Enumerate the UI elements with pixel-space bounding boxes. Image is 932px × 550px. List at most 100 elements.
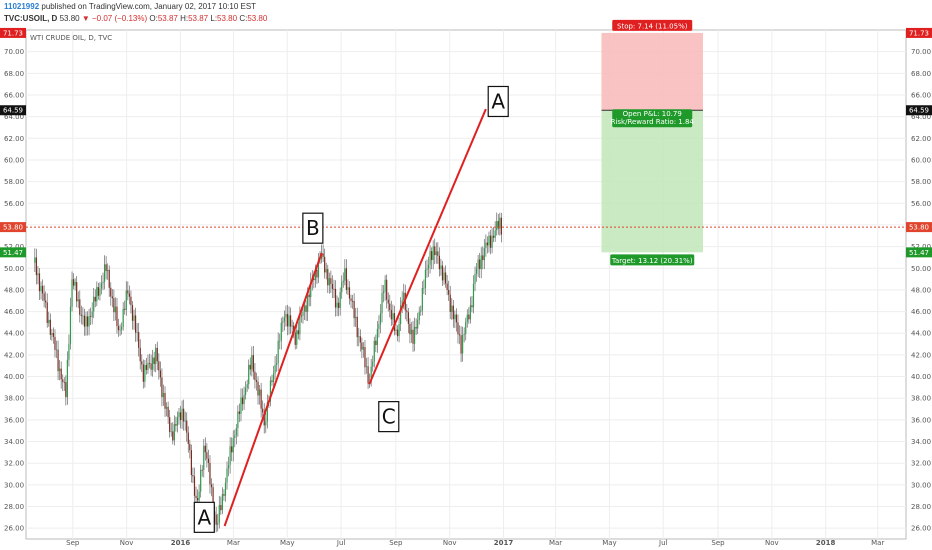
candle-down (183, 408, 185, 422)
candle-down (145, 364, 148, 370)
candle-down (497, 221, 499, 229)
candle-down (249, 364, 251, 370)
candle-down (105, 264, 107, 272)
candle-up (401, 300, 403, 306)
close-key: C: (239, 14, 248, 23)
candle-down (43, 293, 45, 301)
candle-down (412, 329, 414, 344)
target-label: Target: 13.12 (20.31%) (611, 257, 693, 265)
candle-up (162, 392, 165, 398)
candle-up (200, 469, 202, 492)
wave-label-box-4 (487, 85, 509, 118)
candle-up (466, 314, 468, 323)
x-tick-label: Sep (66, 539, 80, 547)
candle-up (71, 279, 73, 307)
candle-down (297, 330, 299, 335)
candle-up (328, 278, 330, 286)
y-tick-label-right: 46.00 (911, 308, 931, 316)
author-link[interactable]: 11021992 (4, 2, 40, 11)
candle-up (378, 324, 380, 330)
candle-up (499, 217, 501, 229)
candle-down (308, 294, 310, 298)
candle-up (288, 315, 290, 327)
candle-up (427, 264, 430, 269)
candle-up (310, 281, 312, 298)
candle-up (485, 242, 487, 249)
current-price-badge-left: 53.80 (3, 224, 23, 232)
candle-down (441, 265, 444, 281)
candle-down (375, 340, 377, 346)
plot-frame (25, 29, 907, 540)
x-tick-label: Jul (336, 539, 346, 547)
candle-up (426, 268, 428, 270)
candle-up (417, 320, 419, 329)
candle-down (351, 300, 354, 302)
candle-up (251, 355, 253, 370)
candle-down (212, 487, 214, 512)
target-price-badge-left-bg (0, 247, 26, 258)
candle-down (389, 303, 391, 310)
candle-down (72, 279, 75, 286)
candle-down (300, 315, 303, 317)
candle-up (243, 394, 245, 405)
y-tick-label-right: 38.00 (911, 395, 931, 403)
candle-up (229, 446, 231, 466)
trend-lines (26, 108, 906, 527)
y-tick-label-right: 30.00 (911, 481, 931, 489)
trend-line-2 (368, 108, 487, 385)
candle-up (370, 366, 372, 383)
candle-up (226, 468, 228, 483)
candle-down (116, 306, 118, 327)
symbol-name: TVC:USOIL, D (4, 14, 58, 23)
candle-up (432, 246, 434, 261)
pnl-label: Open P&L: 10.79 (623, 110, 682, 118)
x-tick-label: May (602, 539, 616, 547)
y-tick-label-left: 68.00 (4, 70, 24, 78)
candle-down (167, 406, 169, 418)
candle-up (218, 505, 220, 523)
candle-up (285, 314, 287, 318)
candle-up (119, 329, 121, 331)
y-tick-label-right: 62.00 (911, 135, 931, 143)
candle-down (455, 314, 458, 323)
candle-up (420, 310, 422, 312)
candle-up (362, 347, 365, 350)
candle-up (280, 322, 282, 341)
wave-label-box-1 (193, 501, 215, 533)
candle-down (139, 347, 141, 362)
high-key: H: (180, 14, 189, 23)
candle-up (373, 340, 375, 362)
candle-up (418, 311, 420, 321)
y-tick-label-right: 50.00 (911, 265, 931, 273)
labels: A B C A Stop: 7.14 (11.05%) Open P&L: 10.79Ri… (0, 19, 932, 533)
candle-down (255, 380, 258, 382)
candle-up (339, 292, 341, 309)
candle-down (138, 332, 140, 348)
candle-down (52, 333, 55, 337)
candle-down (45, 300, 47, 303)
candle-down (367, 366, 369, 384)
trend-line-1 (223, 252, 323, 527)
candle-down (437, 251, 439, 256)
candle-down (117, 326, 120, 331)
stop-zone (601, 32, 703, 111)
target-price-badge-right-bg (906, 247, 932, 258)
y-tick-label-left: 52.00 (4, 243, 24, 251)
candle-down (334, 288, 337, 308)
candle-down (407, 312, 409, 324)
candle-down (305, 305, 307, 312)
candle-up (272, 373, 275, 382)
candle-down (241, 397, 244, 405)
candle-up (488, 235, 490, 246)
candle-up (93, 296, 95, 312)
candle-up (217, 522, 219, 525)
close-value: 53.80 (247, 14, 268, 23)
candle-down (186, 420, 188, 433)
candle-down (260, 389, 262, 409)
candle-down (148, 362, 151, 364)
y-tick-label-right: 40.00 (911, 373, 931, 381)
candle-down (409, 323, 411, 335)
candle-up (69, 306, 72, 344)
candle-down (207, 458, 210, 464)
